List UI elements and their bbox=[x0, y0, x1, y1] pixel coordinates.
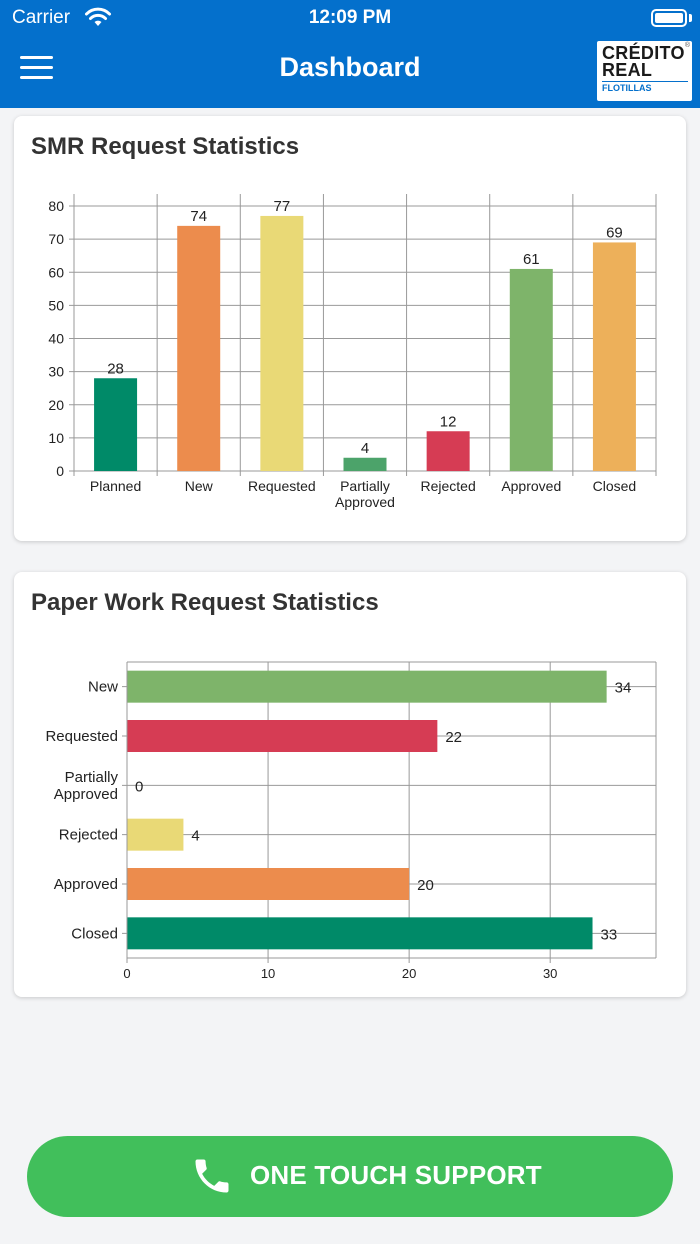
data-label: 4 bbox=[361, 440, 369, 457]
x-tick-label: Partially bbox=[340, 478, 390, 494]
y-tick-label: 70 bbox=[48, 231, 64, 247]
data-label: 28 bbox=[107, 360, 124, 377]
y-tick-label: Closed bbox=[71, 925, 118, 942]
data-label: 33 bbox=[601, 926, 618, 943]
bar-new bbox=[127, 670, 607, 703]
logo-registered-mark: ® bbox=[684, 42, 690, 49]
data-label: 22 bbox=[445, 729, 462, 746]
bar-planned bbox=[94, 378, 138, 471]
smr-bar-chart: 0 10 20 30 40 50 60 70 80 28 Planned 74 New 77 Request… bbox=[48, 194, 657, 510]
data-label: 77 bbox=[274, 198, 291, 215]
y-tick-label: 50 bbox=[48, 297, 64, 313]
bar-rejected bbox=[127, 818, 184, 851]
y-tick-label: Approved bbox=[54, 786, 118, 803]
x-tick-label: Approved bbox=[501, 478, 561, 494]
data-label: 0 bbox=[135, 778, 143, 795]
y-tick-label: 20 bbox=[48, 397, 64, 413]
bar-closed bbox=[127, 917, 593, 950]
data-label: 74 bbox=[190, 208, 207, 225]
y-tick-label: Approved bbox=[54, 876, 118, 893]
y-tick-label: 60 bbox=[48, 264, 64, 280]
x-tick-label: Rejected bbox=[421, 478, 476, 494]
battery-icon bbox=[651, 9, 687, 27]
y-tick-label: Rejected bbox=[59, 827, 118, 844]
logo-line-2: REAL bbox=[602, 60, 653, 80]
paperwork-statistics-card: Paper Work Request Statistics 0 10 20 30 34 N… bbox=[14, 572, 686, 997]
x-tick-label: 30 bbox=[543, 966, 557, 981]
y-tick-label: 10 bbox=[48, 430, 64, 446]
x-tick-label: Approved bbox=[335, 494, 395, 510]
data-label: 12 bbox=[440, 413, 457, 430]
data-label: 20 bbox=[417, 877, 434, 894]
hamburger-menu-icon[interactable] bbox=[20, 56, 54, 82]
y-tick-label: Requested bbox=[45, 728, 118, 745]
bar-partially-approved bbox=[343, 457, 387, 471]
bar-requested bbox=[127, 720, 438, 752]
y-tick-label: 30 bbox=[48, 364, 64, 380]
bar-rejected bbox=[426, 431, 470, 471]
wifi-icon bbox=[85, 7, 111, 26]
paperwork-card-title: Paper Work Request Statistics bbox=[31, 589, 379, 616]
app-header: Carrier 12:09 PM Dashboard ® CRÉDITO REA… bbox=[0, 0, 700, 108]
data-label: 61 bbox=[523, 251, 540, 268]
data-label: 4 bbox=[191, 828, 199, 845]
carrier-label: Carrier bbox=[12, 7, 71, 28]
y-tick-label: Partially bbox=[65, 769, 119, 786]
bar-approved bbox=[127, 868, 410, 900]
smr-statistics-card: SMR Request Statistics 0 10 20 30 40 50 60 70 80… bbox=[14, 116, 686, 541]
x-tick-label: Planned bbox=[90, 478, 141, 494]
credito-real-logo: ® CRÉDITO REAL FLOTILLAS bbox=[597, 41, 692, 101]
x-tick-label: 20 bbox=[402, 966, 416, 981]
y-tick-label: 80 bbox=[48, 198, 64, 214]
x-tick-label: 10 bbox=[261, 966, 275, 981]
bar-approved bbox=[509, 268, 553, 471]
logo-line-1: CRÉDITO bbox=[602, 43, 685, 63]
data-label: 34 bbox=[615, 680, 632, 697]
y-tick-label: 0 bbox=[56, 463, 64, 479]
data-label: 69 bbox=[606, 224, 623, 241]
x-tick-label: Closed bbox=[593, 478, 637, 494]
bar-new bbox=[177, 225, 221, 471]
bar-closed bbox=[592, 242, 636, 471]
bar-requested bbox=[260, 215, 304, 471]
phone-icon bbox=[195, 1159, 229, 1193]
smr-card-title: SMR Request Statistics bbox=[31, 133, 300, 160]
paperwork-bar-chart: 0 10 20 3034New22Requested0PartiallyApprove… bbox=[45, 661, 657, 981]
y-tick-label: 40 bbox=[48, 331, 64, 347]
status-bar: Carrier 12:09 PM bbox=[0, 0, 700, 36]
x-tick-label: 0 bbox=[123, 966, 130, 981]
one-touch-support-button[interactable]: ONE TOUCH SUPPORT bbox=[27, 1136, 673, 1217]
logo-subtitle: FLOTILLAS bbox=[602, 81, 688, 93]
page-title: Dashboard bbox=[279, 52, 421, 82]
battery-tip bbox=[689, 14, 692, 22]
support-label: ONE TOUCH SUPPORT bbox=[250, 1160, 542, 1190]
clock: 12:09 PM bbox=[308, 7, 392, 28]
x-tick-label: Requested bbox=[248, 478, 316, 494]
x-tick-label: New bbox=[185, 478, 214, 494]
y-tick-label: New bbox=[88, 679, 118, 696]
